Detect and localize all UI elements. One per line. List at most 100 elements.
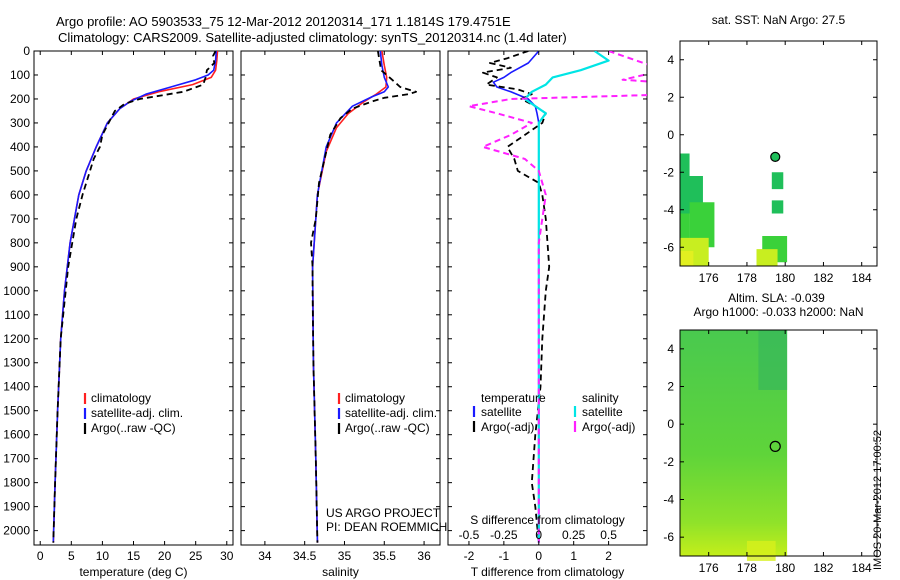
series-satellite-adj-clim- (52, 51, 217, 543)
plot-frame (447, 50, 648, 546)
sst-cell (771, 200, 784, 214)
title-line-2: Climatology: CARS2009. Satellite-adjuste… (58, 30, 567, 45)
map-y-tick-label: 2 (667, 380, 674, 394)
x-tick-label: 30 (220, 549, 234, 563)
sla-map-title-2: Argo h1000: -0.033 h2000: NaN (693, 305, 863, 319)
y-tick-label: 200 (10, 92, 30, 106)
y-tick-label: 700 (10, 212, 30, 226)
x-tick-label: 36 (417, 549, 431, 563)
legend-label: satellite-adj. clim. (345, 406, 437, 420)
x-axis-label: T difference from climatology (471, 565, 625, 579)
map-x-tick-label: 178 (737, 561, 757, 575)
x-tick-label: 35.5 (373, 549, 397, 563)
legend-label: satellite (481, 405, 522, 419)
y-tick-label: 500 (10, 164, 30, 178)
legend-header: temperature (481, 391, 546, 405)
y-tick-label: 1500 (3, 404, 30, 418)
y-tick-label: 800 (10, 236, 30, 250)
panel-difference: -2 -1 0 1 2 T difference from climatology (447, 50, 648, 579)
y-tick-label: 1600 (3, 428, 30, 442)
y-tick-label: 1700 (3, 452, 30, 466)
x-axis-label: temperature (deg C) (79, 565, 187, 579)
legend-label: satellite (582, 405, 623, 419)
legend-label: climatology (345, 391, 405, 405)
s-tick-label: -0.25 (490, 528, 518, 542)
s-tick-label: 0 (535, 528, 542, 542)
map-border (679, 40, 878, 267)
x-tick-label: 25 (189, 549, 203, 563)
legend-header: salinity (582, 391, 619, 405)
map-y-tick-label: -6 (663, 530, 674, 544)
legend-label: satellite-adj. clim. (91, 406, 183, 420)
x-axis-label: salinity (322, 565, 359, 579)
legend-label: Argo(-adj) (582, 420, 635, 434)
s-tick-label: -0.5 (459, 528, 480, 542)
sla-patch (758, 330, 788, 390)
map-x-tick-label: 176 (699, 561, 719, 575)
y-tick-label: 300 (10, 116, 30, 130)
series-t-argo-adj- (481, 51, 551, 543)
map-x-tick-label: 180 (775, 561, 795, 575)
y-tick-label: 1100 (4, 308, 30, 322)
map-y-tick-label: -2 (663, 455, 674, 469)
map-y-tick-label: -6 (663, 240, 674, 254)
sst-cell (680, 251, 694, 266)
plot-frame (33, 50, 234, 546)
series-argo-raw-qc- (52, 51, 217, 543)
map-y-tick-label: 4 (667, 53, 674, 67)
legend-label: Argo(-adj) (481, 420, 534, 434)
x-tick-label: 34 (258, 549, 272, 563)
map-sst-map: sat. SST: NaN Argo: 27.5 176 178 180 182 184 4… (663, 13, 878, 285)
imos-timestamp: IMOS 20-Mar-2012 17:00:52 (872, 429, 884, 570)
y-tick-label: 900 (10, 260, 30, 274)
x-tick-label: 20 (158, 549, 172, 563)
project-label: US ARGO PROJECT (326, 506, 441, 520)
x-tick-label: -2 (464, 549, 475, 563)
map-y-tick-label: 0 (667, 128, 674, 142)
sla-map-title-1: Altim. SLA: -0.039 (728, 291, 825, 305)
x-tick-label: 10 (96, 549, 110, 563)
y-tick-label: 400 (10, 140, 30, 154)
sst-map-title: sat. SST: NaN Argo: 27.5 (712, 13, 846, 27)
map-border (679, 329, 878, 557)
map-x-tick-label: 176 (699, 271, 719, 285)
legend-label: Argo(..raw -QC) (345, 421, 430, 435)
s-axis-label: S difference from climatology (470, 513, 625, 527)
plot-frame (240, 50, 441, 546)
legend-difference: temperaturesatelliteArgo(-adj)salinitysa… (472, 391, 635, 434)
argo-position-marker (769, 440, 781, 452)
map-y-tick-label: -2 (663, 165, 674, 179)
map-x-tick-label: 184 (852, 561, 872, 575)
y-tick-label: 1900 (3, 500, 30, 514)
panel-salinity: 34 34.5 35 35.5 36 salinity (240, 50, 441, 579)
series-argo-raw-qc- (310, 51, 418, 543)
map-x-tick-label: 184 (852, 271, 872, 285)
sst-cell (680, 153, 690, 176)
map-x-tick-label: 182 (813, 561, 833, 575)
map-y-tick-label: 4 (667, 342, 674, 356)
map-x-tick-label: 182 (813, 271, 833, 285)
map-y-tick-label: 2 (667, 90, 674, 104)
y-tick-label: 600 (10, 188, 30, 202)
pi-label: PI: DEAN ROEMMICH (326, 520, 447, 534)
x-tick-label: 35 (338, 549, 352, 563)
y-tick-label: 1400 (3, 380, 30, 394)
x-tick-label: 15 (127, 549, 141, 563)
map-y-tick-label: -4 (663, 203, 674, 217)
sla-patch (746, 540, 776, 561)
series-satellite-adj-clim- (311, 51, 390, 543)
x-tick-label: 0 (37, 549, 44, 563)
y-tick-label: 2000 (3, 524, 30, 538)
sst-cell (771, 172, 784, 190)
x-tick-label: 2 (605, 549, 612, 563)
x-tick-label: -1 (499, 549, 510, 563)
x-tick-label: 34.5 (293, 549, 317, 563)
x-tick-label: 5 (68, 549, 75, 563)
x-tick-label: 0 (535, 549, 542, 563)
sst-cell (756, 249, 778, 266)
y-tick-label: 0 (23, 44, 30, 58)
s-tick-label: 0.25 (562, 528, 586, 542)
